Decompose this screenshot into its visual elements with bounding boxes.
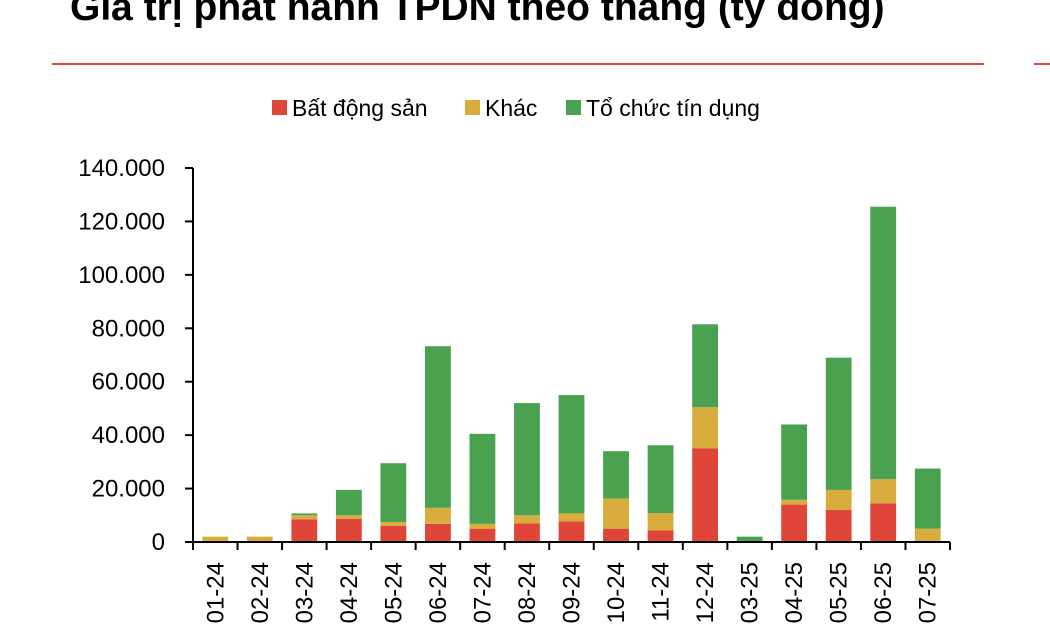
- bar-segment-1-10: [647, 513, 674, 531]
- bar-segment-2-11: [692, 324, 719, 408]
- title-underline: [52, 63, 984, 65]
- bar-segment-2-8: [558, 395, 585, 514]
- bar-segment-1-1: [246, 536, 273, 542]
- bar-segment-1-13: [781, 499, 808, 505]
- bar-segment-1-6: [469, 523, 496, 529]
- bar-segment-2-2: [291, 513, 318, 516]
- x-tick-label-2: 03-24: [291, 562, 318, 623]
- bar-segment-2-10: [647, 445, 674, 514]
- x-tick-label-15: 06-25: [870, 562, 897, 623]
- bar-segment-2-14: [825, 357, 852, 490]
- bar-segment-0-15: [870, 503, 897, 542]
- bar-segment-0-6: [469, 528, 496, 542]
- bar-segment-2-13: [781, 424, 808, 500]
- bar-segment-1-11: [692, 407, 719, 449]
- bar-segment-2-12: [736, 536, 763, 542]
- x-tick-label-5: 06-24: [425, 562, 452, 623]
- x-tick-label-12: 03-25: [737, 562, 764, 623]
- bar-segment-1-14: [825, 489, 852, 510]
- bar-segment-0-2: [291, 519, 318, 542]
- x-tick-label-1: 02-24: [247, 562, 274, 623]
- chart-title: Giá trị phát hành TPDN theo tháng (tỷ đồ…: [70, 0, 885, 29]
- bar-segment-0-8: [558, 521, 585, 542]
- bar-segment-1-3: [335, 515, 362, 519]
- x-tick-label-16: 07-25: [915, 562, 942, 623]
- bar-segment-0-13: [781, 504, 808, 542]
- y-tick-label-3: 60.000: [92, 369, 165, 396]
- bar-segment-1-2: [291, 515, 318, 520]
- bar-segment-1-5: [424, 507, 451, 524]
- x-tick-label-11: 12-24: [692, 562, 719, 623]
- legend-swatch-1: [465, 100, 480, 115]
- bar-segment-0-14: [825, 509, 852, 542]
- chart-legend: Bất động sản Khác Tổ chức tín dụng: [272, 95, 760, 121]
- bar-segment-1-15: [870, 479, 897, 504]
- bar-segment-2-5: [424, 346, 451, 508]
- y-tick-label-2: 40.000: [92, 422, 165, 449]
- y-tick-label-1: 20.000: [92, 476, 165, 503]
- bar-segment-0-7: [514, 523, 540, 542]
- bars-group: [202, 206, 941, 542]
- x-tick-label-8: 09-24: [559, 562, 586, 623]
- bar-segment-0-5: [424, 523, 451, 542]
- bar-segment-0-3: [335, 518, 362, 542]
- bar-segment-0-9: [603, 528, 629, 542]
- legend-swatch-0: [272, 100, 287, 115]
- bar-segment-1-16: [914, 528, 941, 542]
- legend-label-0: Bất động sản: [292, 95, 428, 121]
- y-tick-label-0: 0: [152, 529, 165, 556]
- bar-segment-1-7: [514, 515, 540, 524]
- bar-segment-2-16: [914, 468, 941, 529]
- y-tick-label-4: 80.000: [92, 315, 165, 342]
- legend-swatch-2: [566, 100, 581, 115]
- bar-segment-1-9: [603, 498, 629, 529]
- x-tick-label-3: 04-24: [336, 562, 363, 623]
- bar-segment-2-6: [469, 433, 496, 524]
- bar-segment-2-7: [514, 403, 540, 516]
- x-tick-label-10: 11-24: [648, 562, 675, 622]
- bar-segment-2-4: [380, 463, 407, 522]
- y-tick-label-7: 140.000: [78, 155, 165, 182]
- bar-segment-2-15: [870, 206, 897, 480]
- bar-segment-0-10: [647, 530, 674, 542]
- x-tick-label-4: 05-24: [380, 562, 407, 623]
- x-tick-label-7: 08-24: [514, 562, 541, 623]
- bar-segment-1-8: [558, 513, 585, 522]
- x-tick-label-6: 07-24: [469, 562, 496, 623]
- legend-label-2: Tổ chức tín dụng: [586, 95, 760, 121]
- bar-segment-2-9: [603, 451, 629, 499]
- bar-segment-2-3: [335, 489, 362, 516]
- y-tick-label-5: 100.000: [78, 262, 165, 289]
- y-tick-label-6: 120.000: [78, 208, 165, 235]
- x-tick-label-0: 01-24: [202, 562, 229, 623]
- bar-segment-1-0: [202, 536, 229, 542]
- bar-segment-0-4: [380, 525, 407, 542]
- axes-group: 0 20.000 40.000 60.000 80.000 100.000 120.000 1…: [78, 155, 951, 623]
- title-underline-fragment: [1034, 63, 1050, 65]
- x-tick-label-9: 10-24: [603, 562, 630, 623]
- bar-segment-1-4: [380, 521, 407, 526]
- x-tick-label-13: 04-25: [781, 562, 808, 623]
- legend-label-1: Khác: [485, 95, 537, 121]
- bar-segment-0-11: [692, 448, 719, 542]
- x-tick-label-14: 05-25: [826, 562, 853, 623]
